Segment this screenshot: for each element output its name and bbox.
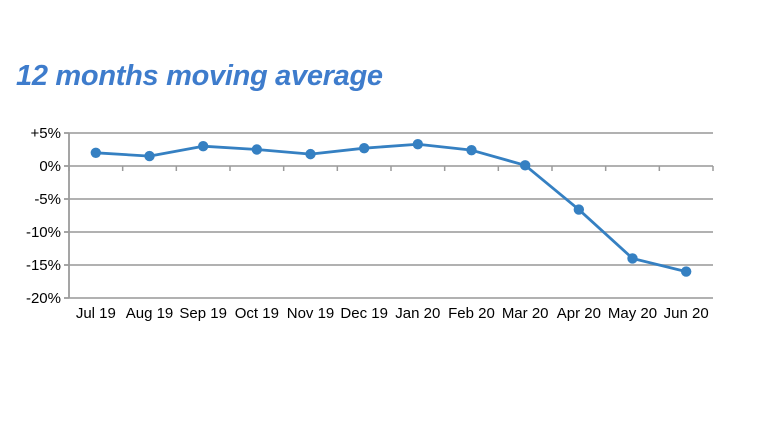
data-point — [412, 139, 424, 150]
y-tick-label: -10% — [26, 224, 61, 241]
y-tick-label: +5% — [31, 125, 61, 142]
data-point — [90, 147, 102, 158]
x-tick-label: Feb 20 — [448, 305, 495, 322]
data-point — [466, 144, 477, 156]
chart-title: 12 months moving average — [16, 60, 383, 92]
data-point — [305, 148, 316, 160]
series-line — [94, 142, 688, 274]
x-tick-label: May 20 — [608, 305, 657, 322]
data-point — [680, 266, 692, 277]
x-tick-label: Jul 19 — [76, 305, 116, 322]
data-point — [144, 150, 155, 162]
x-tick-label: Dec 19 — [340, 305, 388, 322]
data-point — [251, 144, 263, 155]
x-tick-label: Jun 20 — [664, 305, 709, 322]
x-tick-label: Aug 19 — [126, 305, 174, 322]
data-point — [627, 253, 638, 264]
x-tick-label: Mar 20 — [502, 305, 549, 322]
x-tick-label: Oct 19 — [235, 305, 279, 322]
x-tick-label: Sep 19 — [179, 305, 227, 322]
x-tick-label: Nov 19 — [287, 305, 335, 322]
data-point — [519, 160, 531, 171]
y-tick-label: -5% — [34, 191, 61, 208]
x-tick-label: Apr 20 — [557, 305, 601, 322]
x-tick-label: Jan 20 — [395, 305, 440, 322]
y-tick-label: 0% — [39, 158, 61, 175]
data-point — [197, 141, 209, 152]
data-point — [573, 204, 585, 215]
y-tick-label: -20% — [26, 290, 61, 307]
data-point — [358, 142, 370, 154]
y-tick-label: -15% — [26, 257, 61, 274]
